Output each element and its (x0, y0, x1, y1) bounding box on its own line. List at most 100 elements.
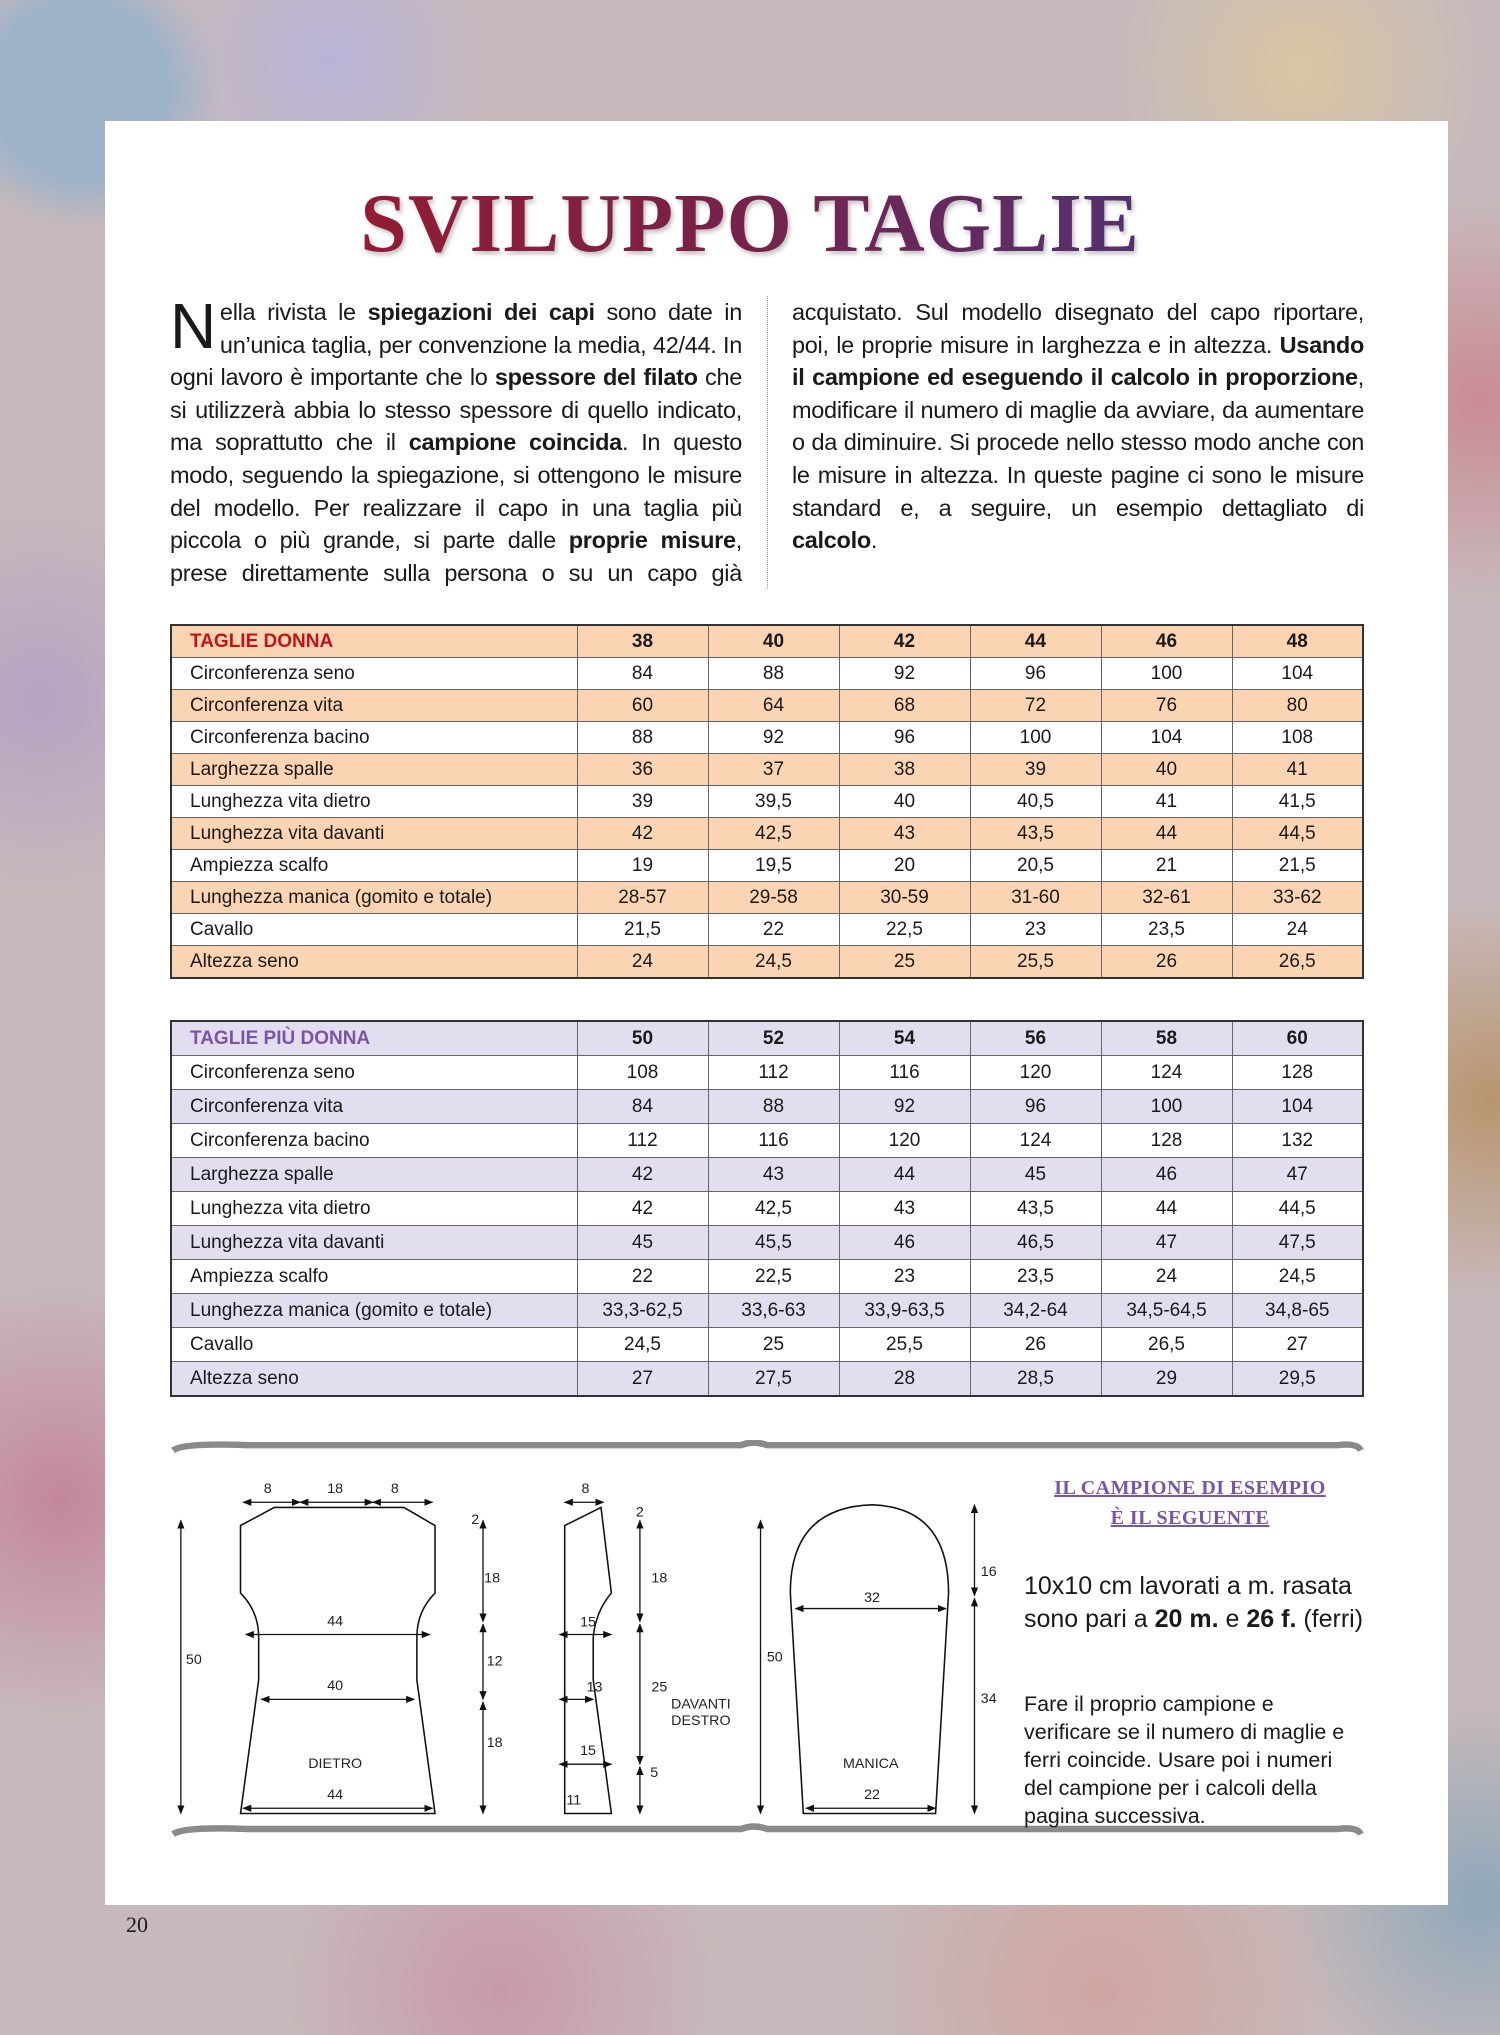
table-cell: 21,5 (576, 913, 709, 946)
table-cell: 120 (969, 1055, 1102, 1090)
drop-cap: N (170, 290, 216, 362)
table-cell: 60 (1231, 1020, 1364, 1056)
pattern-diagram: 8 18 8 50 2 18 12 18 44 40 DIETRO 44 8 2 18 15 13 25 15 5 11… (171, 1440, 1364, 1838)
diagram-label: 18 (651, 1571, 667, 1587)
diagram-label: 11 (566, 1792, 581, 1808)
table-cell: 47 (1231, 1157, 1364, 1192)
table-row: Larghezza spalle 36 37 38 39 40 41 (170, 753, 1364, 786)
table-row: Circonferenza bacino 88 92 96 100 104 108 (170, 721, 1364, 754)
table-cell: 96 (969, 1089, 1102, 1124)
text-run: calcolo (792, 527, 871, 554)
table-cell: 24 (1231, 913, 1364, 946)
table-cell: 48 (1231, 624, 1364, 658)
table-cell: 88 (707, 657, 840, 690)
table-cell: Altezza seno (170, 1361, 578, 1397)
page-number: 20 (126, 1912, 148, 1937)
table-cell: 46 (1100, 1157, 1233, 1192)
table-cell: 36 (576, 753, 709, 786)
table-cell: 104 (1231, 1089, 1364, 1124)
table-row: Larghezza spalle 42 43 44 45 46 47 (170, 1157, 1364, 1192)
table-row: Circonferenza vita 60 64 68 72 76 80 (170, 689, 1364, 722)
table-cell: 84 (576, 1089, 709, 1124)
table-cell: 132 (1231, 1123, 1364, 1158)
table-cell: 26 (1100, 945, 1233, 979)
diagram-label: 18 (327, 1481, 343, 1497)
page-panel (105, 121, 1448, 1905)
table-cell: 33,9-63,5 (838, 1293, 971, 1328)
table-cell: 46 (838, 1225, 971, 1260)
table-cell: 19 (576, 849, 709, 882)
table-cell: 40 (838, 785, 971, 818)
diagram-label: 44 (327, 1787, 343, 1803)
table-cell: Larghezza spalle (170, 1157, 578, 1192)
table-cell: 124 (969, 1123, 1102, 1158)
table-cell: 44 (1100, 817, 1233, 850)
diagram-label: 5 (650, 1765, 658, 1781)
table-cell: 24,5 (707, 945, 840, 979)
decor-bar (171, 1440, 1364, 1454)
table-row: Lunghezza manica (gomito e totale) 28-57 2… (170, 881, 1364, 914)
diagram-label: 50 (767, 1650, 783, 1666)
diagram-label: DAVANTI (671, 1696, 731, 1712)
table-cell: 40 (1100, 753, 1233, 786)
table-cell: 44,5 (1231, 817, 1364, 850)
table-cell: 44 (969, 624, 1102, 658)
table-cell: 92 (838, 657, 971, 690)
table-cell: 42,5 (707, 817, 840, 850)
diagram-label: 25 (651, 1679, 667, 1695)
table-row: Circonferenza seno 84 88 92 96 100 104 (170, 657, 1364, 690)
size-table: TAGLIE PIÙ DONNA 50 52 54 56 58 60 Circonferenz… (170, 1020, 1364, 1397)
diagram-label: 50 (186, 1652, 202, 1668)
text-run: 10x10 cm lavorati a m. rasata sono pari … (1024, 1572, 1352, 1633)
table-cell: Lunghezza vita davanti (170, 817, 578, 850)
table-cell: 128 (1231, 1055, 1364, 1090)
table-cell: 34,5-64,5 (1100, 1293, 1233, 1328)
table-cell: 31-60 (969, 881, 1102, 914)
table-cell: 19,5 (707, 849, 840, 882)
table-cell: 33,3-62,5 (576, 1293, 709, 1328)
sleeve-piece (789, 1504, 950, 1815)
diagram-label: MANICA (843, 1756, 899, 1772)
table-cell: 34,2-64 (969, 1293, 1102, 1328)
table-cell: 25 (838, 945, 971, 979)
table-row: Circonferenza vita 84 88 92 96 100 104 (170, 1089, 1364, 1124)
table-cell: 104 (1100, 721, 1233, 754)
heading-line: IL CAMPIONE DI ESEMPIO (1054, 1477, 1326, 1499)
table-cell: Larghezza spalle (170, 753, 578, 786)
table-row: Circonferenza seno 108 112 116 120 124 128 (170, 1055, 1364, 1090)
table-cell: 28,5 (969, 1361, 1102, 1397)
table-row: Cavallo 21,5 22 22,5 23 23,5 24 (170, 913, 1364, 946)
text-run: proprie misure (568, 527, 736, 554)
table-cell: 21 (1100, 849, 1233, 882)
table-cell: 20 (838, 849, 971, 882)
table-cell: 41 (1231, 753, 1364, 786)
table-cell: 54 (838, 1020, 971, 1056)
table-cell: 50 (576, 1020, 709, 1056)
text-run: 20 m. (1154, 1605, 1219, 1633)
table-cell: Circonferenza bacino (170, 721, 578, 754)
table-cell: 68 (838, 689, 971, 722)
table-cell: 40,5 (969, 785, 1102, 818)
table-cell: 46,5 (969, 1225, 1102, 1260)
text-run: . (870, 527, 878, 554)
table-row: Lunghezza vita davanti 45 45,5 46 46,5 47 47,5 (170, 1225, 1364, 1260)
back-piece (239, 1506, 436, 1815)
table-cell: 24 (1100, 1259, 1233, 1294)
table-cell: 124 (1100, 1055, 1233, 1090)
table-row: TAGLIE PIÙ DONNA 50 52 54 56 58 60 (170, 1020, 1364, 1056)
table-cell: 27 (1231, 1327, 1364, 1362)
table-cell: 37 (707, 753, 840, 786)
table-cell: 22,5 (838, 913, 971, 946)
table-cell: Cavallo (170, 913, 578, 946)
table-cell: 26,5 (1100, 1327, 1233, 1362)
table-cell: Lunghezza manica (gomito e totale) (170, 1293, 578, 1328)
table-cell: Altezza seno (170, 945, 578, 979)
table-row: Altezza seno 24 24,5 25 25,5 26 26,5 (170, 945, 1364, 979)
table-cell: 47,5 (1231, 1225, 1364, 1260)
table-cell: Lunghezza manica (gomito e totale) (170, 881, 578, 914)
table-cell: 88 (576, 721, 709, 754)
table-cell: 96 (838, 721, 971, 754)
size-table: TAGLIE DONNA 38 40 42 44 46 48 Circonferenza se… (170, 624, 1364, 979)
diagram-label: DIETRO (308, 1756, 362, 1772)
